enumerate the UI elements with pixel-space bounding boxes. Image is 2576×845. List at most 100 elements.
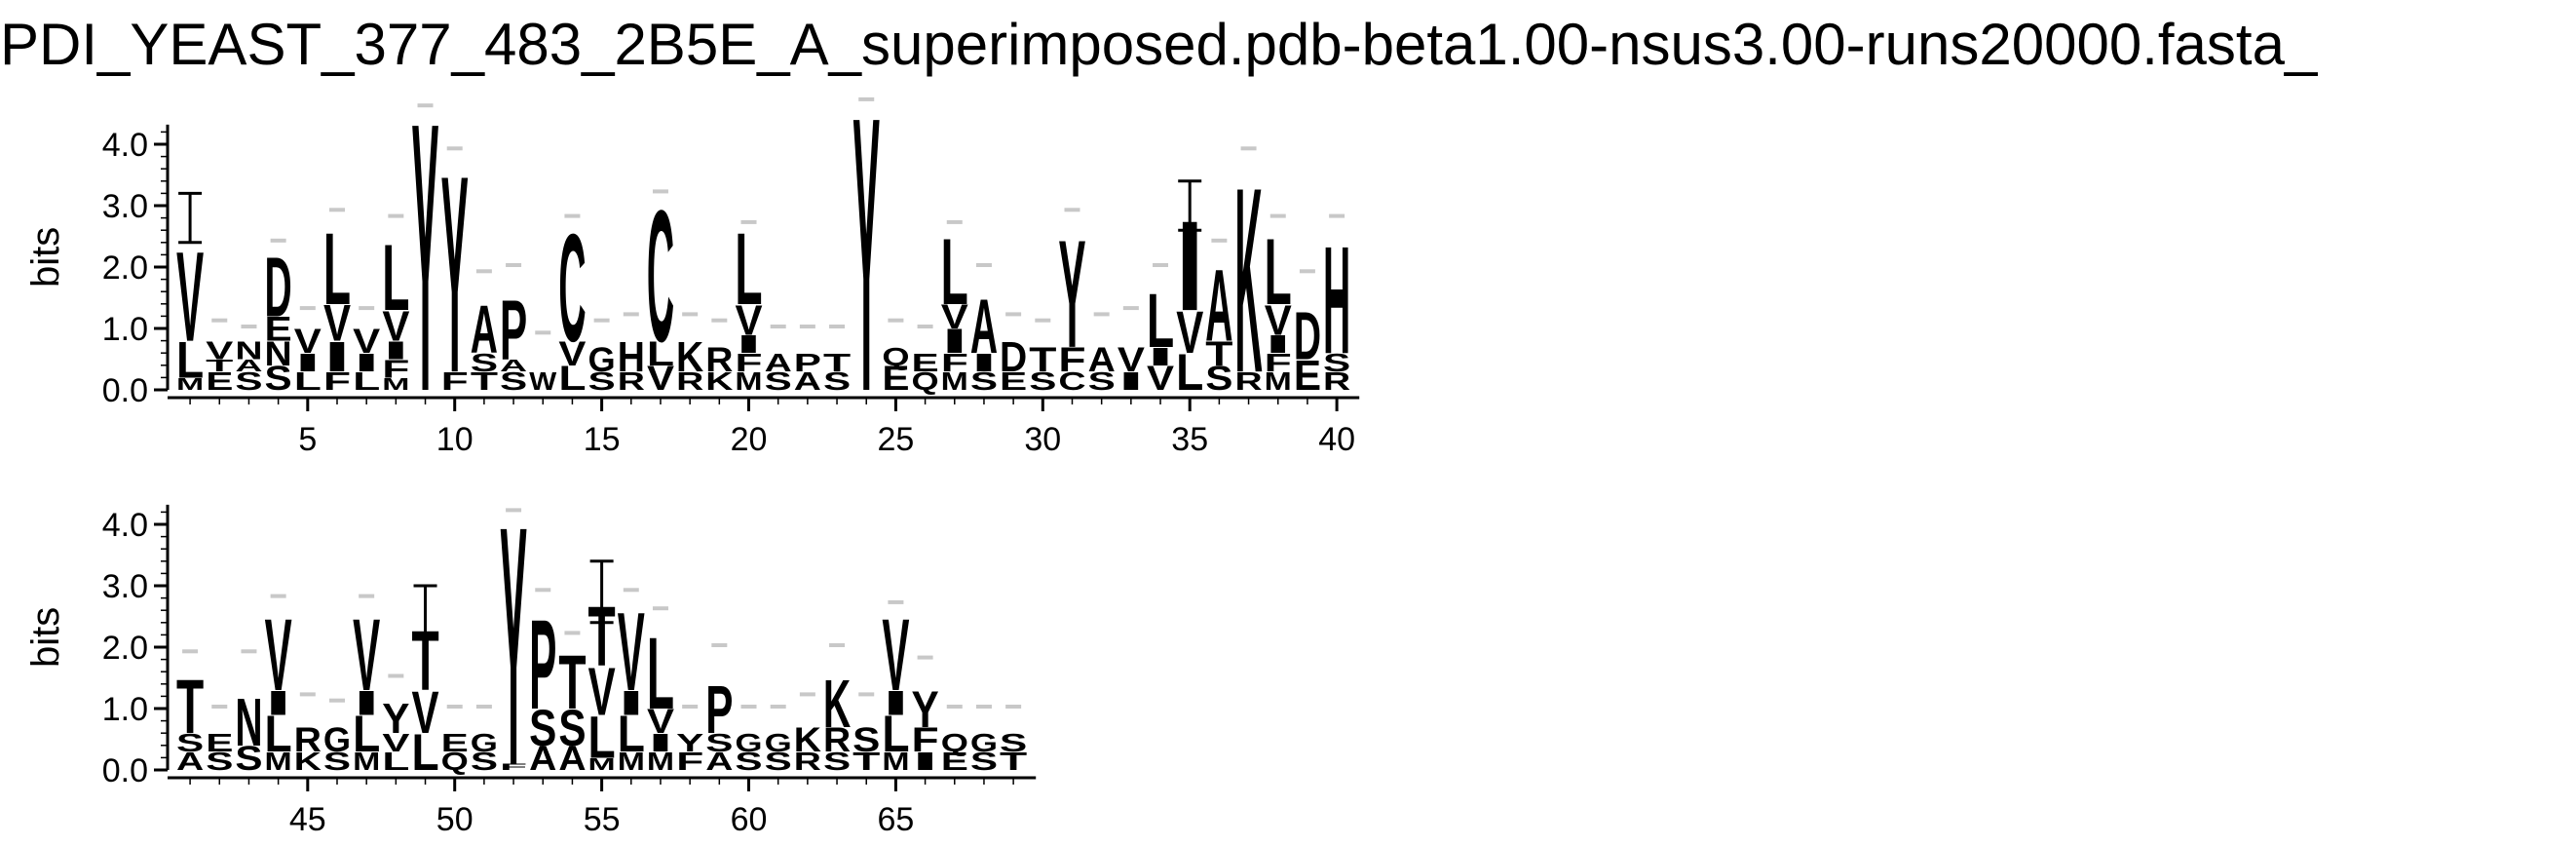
error-bar-cap [1035,318,1051,323]
x-tick-label: 5 [298,421,317,458]
logo-letter: M [647,748,674,776]
error-bar-cap [1240,146,1257,151]
error-bar-cap [975,705,992,709]
logo-column: EQ [941,728,968,776]
error-bar-cap [1093,312,1110,317]
logo-letter: L [618,706,645,762]
error-bar-cap [475,705,492,709]
logo-letter: M [382,374,409,393]
logo-letter: F [676,747,703,775]
error-bar-cap [1299,269,1315,274]
logo-letter: A [705,748,733,776]
logo-letter: L [588,705,616,771]
logo-letter: K [794,720,821,759]
logo-letter: I [618,684,645,722]
x-tick-label: 15 [584,421,621,458]
logo-letter: D [1000,332,1027,381]
logo-letter: A [1088,340,1116,379]
logo-letter: S [235,367,262,396]
logo-column: LVY [382,696,410,776]
logo-letter: I [265,684,292,722]
logo-letter: L [558,359,586,397]
logo-letter: I [1147,342,1174,370]
error-bar-cap [829,643,846,647]
logo-letter: S [823,748,851,776]
error-bar-cap [740,705,757,709]
logo-letter: Y [500,487,527,836]
logo-letter: M [941,367,968,396]
logo-letter: H [1323,215,1350,387]
logo-column: SG [323,721,351,776]
logo-letter: A [794,367,821,396]
logo-letter: F [911,720,938,758]
logo-letter: I [353,684,380,722]
logo-letter: F [1058,340,1085,378]
error-bar-cap [506,508,522,513]
logo-letter: R [823,720,851,759]
logo-letter: C [647,172,674,381]
x-tick-label: 30 [1024,421,1061,458]
logo-column: ED [1294,299,1321,400]
logo-letter: F [941,348,968,376]
logo-letter: F [1265,348,1292,376]
logo-letter: Y [1058,210,1085,380]
logo-column: SA [1088,340,1116,396]
x-tick-label: 40 [1318,421,1355,458]
error-bar-cap [211,318,228,323]
logo-letter: L [265,706,292,762]
logo-column: TS [1000,729,1027,776]
logo-letter: F [323,366,351,395]
logo-letter: S [1029,367,1056,396]
logo-letter: I [1265,329,1292,358]
logo-letter: V [588,654,616,730]
logo-column: SN [235,685,262,778]
logo-column: RK [1234,134,1262,429]
logo-letter: L [1147,278,1174,364]
y-tick-label: 1.0 [102,691,148,728]
logo-column: LVT [411,613,438,781]
logo-column: TSA [471,292,498,395]
logo-letter: V [265,598,292,712]
error-bar-cap [711,318,728,323]
logo-letter: I [382,336,409,365]
logo-letter: M [735,367,762,396]
error-bar-cap [270,594,286,598]
y-axis-label: bits [24,607,67,668]
y-tick-label: 3.0 [102,568,148,605]
logo-letter: Q [941,728,968,757]
logo-column: SG [471,728,498,776]
logo-letter: S [471,748,498,776]
logo-letter: G [765,728,792,757]
y-tick-label: 4.0 [102,127,148,164]
logo-letter: S [852,721,880,759]
logo-column: CFY [1058,210,1085,396]
logo-letter: V [382,303,409,351]
logo-column: VLC [647,172,674,398]
logo-letter: I [294,348,322,376]
error-bar-cap [652,606,668,611]
logo-letter: I [941,323,968,361]
chart-title: PDI_YEAST_377_483_2B5E_A_superimposed.pd… [0,12,2318,77]
logo-letter: S [1088,367,1116,396]
logo-letter: A [558,739,586,778]
error-bar-cap [241,649,257,654]
logo-column: ASP [529,594,556,778]
logo-letter: Y [441,116,469,431]
error-bar-cap [1269,213,1286,218]
error-bar-cap [446,705,463,709]
logo-column: QE [441,729,469,776]
logo-letter: L [647,618,674,732]
logo-letter: A [970,286,998,370]
logo-letter: E [206,729,233,757]
error-bar-cap [770,325,786,328]
logo-letter: F [735,348,762,376]
logo-column: AST [176,664,204,776]
logo-letter: V [176,225,204,368]
logo-letter: L [323,213,351,327]
error-bar-cap [211,705,228,709]
x-tick-label: 10 [436,421,474,458]
logo-column: SIA [970,286,998,396]
